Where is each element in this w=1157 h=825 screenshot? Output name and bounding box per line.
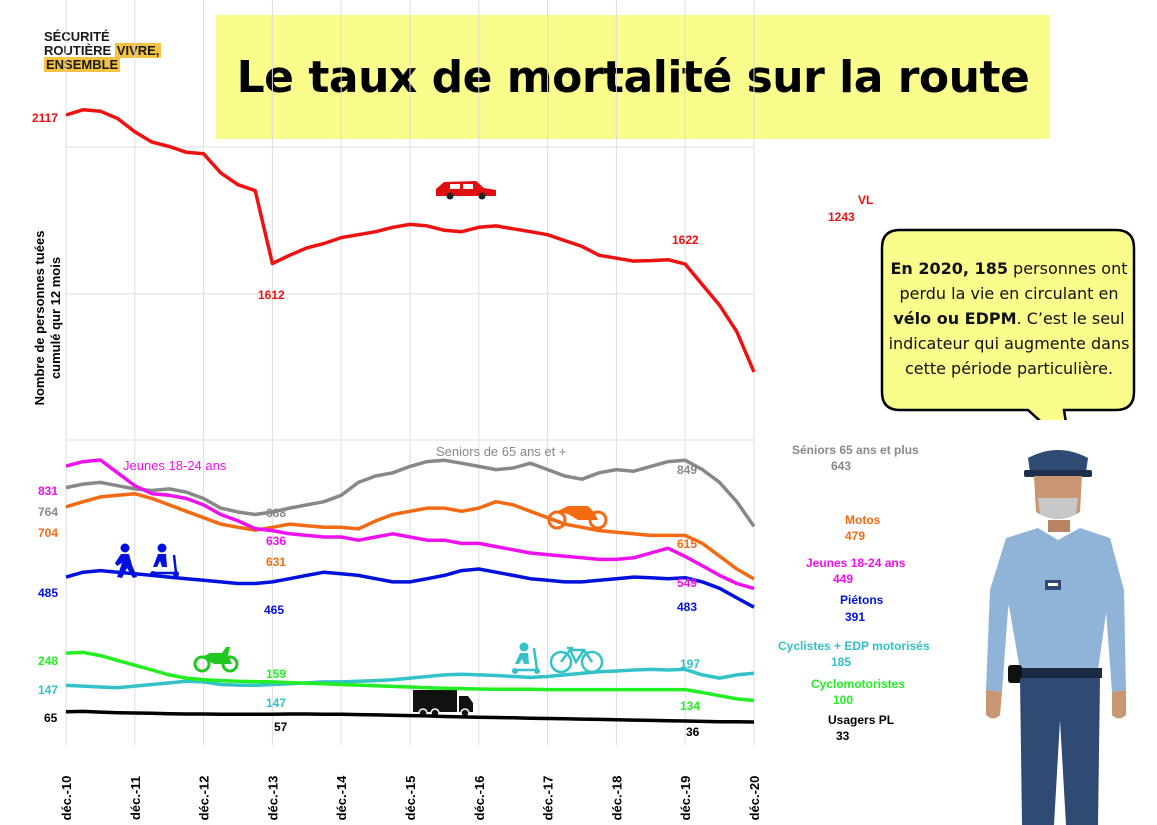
series-line-motos: [65, 491, 755, 581]
logo-line-2b: VIVRE,: [114, 43, 162, 58]
moped-icon: [193, 647, 239, 673]
x-tick-label: déc.-11: [128, 776, 143, 820]
data-label-seniors: 688: [266, 506, 286, 520]
data-label-vl: 1622: [672, 233, 699, 247]
series-name-cyclistes: Cyclistes + EDP motorisés: [778, 639, 930, 653]
x-tick-label: déc.-13: [265, 776, 280, 821]
series-name-jeunes: Jeunes 18-24 ans: [806, 556, 906, 570]
scooter-icon: [150, 543, 179, 577]
police-officer-illustration: [986, 450, 1126, 825]
data-label-motos: 615: [677, 537, 697, 551]
data-label-cyclo: 100: [833, 693, 853, 707]
data-label-jeunes: 549: [677, 576, 697, 590]
data-label-pl: 65: [44, 711, 58, 725]
x-tick-label: déc.-10: [59, 776, 74, 821]
bubble-text-1: personnes ont perdu la vie en circulant …: [899, 259, 1128, 303]
x-tick-label: déc.-19: [678, 776, 693, 821]
data-label-seniors: 643: [831, 459, 851, 473]
logo-line-3: ENSEMBLE: [44, 57, 121, 72]
data-label-pietons: 485: [38, 586, 58, 600]
data-label-cyclistes: 197: [680, 657, 700, 671]
annotation-seniors: Seniors de 65 ans et +: [436, 444, 566, 459]
data-label-motos: 631: [266, 555, 286, 569]
x-tick-label: déc.-16: [472, 776, 487, 821]
speech-bubble: [880, 228, 1136, 420]
series-name-vl: VL: [858, 193, 873, 207]
series-line-cyclistes: [65, 667, 755, 690]
data-label-vl: 1612: [258, 288, 285, 302]
data-label-jeunes: 449: [833, 572, 853, 586]
data-label-motos: 479: [845, 529, 865, 543]
x-tick-label: déc.-14: [334, 775, 349, 821]
series-name-motos: Motos: [845, 513, 881, 527]
series-line-vl: [65, 107, 756, 373]
data-label-cyclo: 159: [266, 667, 286, 681]
data-label-pietons: 465: [264, 603, 284, 617]
bubble-text: En 2020, 185 personnes ont perdu la vie …: [884, 256, 1134, 381]
series-line-cyclo: [65, 650, 755, 703]
data-label-vl: 1243: [828, 210, 855, 224]
x-tick-label: déc.-12: [197, 776, 212, 821]
x-tick-label: déc.-15: [403, 776, 418, 821]
bubble-bold-1: En 2020, 185: [890, 259, 1008, 278]
series-tag-jeunes: Jeunes 18-24 ans: [123, 458, 227, 473]
series-line-jeunes: [65, 458, 755, 591]
securite-routiere-logo: SÉCURITÉ ROUTIÈRE VIVRE, ENSEMBLE: [44, 29, 162, 72]
page-title: Le taux de mortalité sur la route: [236, 51, 1030, 103]
chart-series: [65, 107, 756, 724]
truck-icon: [413, 690, 473, 718]
data-label-pietons: 391: [845, 610, 865, 624]
data-label-pl: 57: [274, 720, 288, 734]
data-label-seniors: 849: [677, 463, 697, 477]
data-label-jeunes: 831: [38, 484, 58, 498]
data-label-jeunes: 636: [266, 534, 286, 548]
series-name-seniors: Séniors 65 ans et plus: [792, 443, 919, 457]
series-name-pl: Usagers PL: [828, 713, 894, 727]
data-label-vl: 2117: [32, 111, 58, 125]
data-label-cyclo: 134: [680, 699, 700, 713]
y-axis-label: Nombre de personnes tuéescumulé qur 12 m…: [32, 231, 63, 406]
data-label-cyclo: 248: [38, 654, 58, 668]
bubble-bold-2: vélo ou EDPM: [893, 309, 1017, 328]
x-tick-label: déc.-17: [541, 776, 556, 821]
data-label-cyclistes: 147: [38, 683, 58, 697]
series-line-pl: [65, 709, 755, 724]
bicycle-icon: [549, 646, 604, 674]
title-banner: Le taux de mortalité sur la route: [216, 15, 1050, 139]
data-label-pl: 36: [686, 725, 700, 739]
series-name-cyclo: Cyclomotoristes: [811, 677, 905, 691]
data-label-pietons: 483: [677, 600, 697, 614]
data-label-cyclistes: 185: [831, 655, 851, 669]
data-label-seniors: 764: [38, 505, 58, 519]
chart-grid: déc.-10 déc.-11 déc.-12 déc.-13 déc.-14 déc.-…: [32, 0, 762, 820]
series-name-pietons: Piétons: [840, 593, 884, 607]
data-label-motos: 704: [38, 526, 58, 540]
data-label-pl: 33: [836, 729, 850, 743]
x-tick-label: déc.-20: [747, 776, 762, 821]
car-icon: [436, 181, 496, 200]
series-line-seniors: [65, 458, 756, 528]
series-line-pietons: [65, 567, 755, 609]
bubble-text-2: . C’est le seul indicateur qui augmente …: [888, 309, 1130, 378]
x-tick-label: déc.-18: [609, 776, 624, 821]
e-scooter-icon: [512, 642, 540, 674]
logo-line-2a: ROUTIÈRE: [44, 43, 112, 58]
logo-line-1: SÉCURITÉ: [44, 29, 110, 44]
data-label-cyclistes: 147: [266, 696, 286, 710]
